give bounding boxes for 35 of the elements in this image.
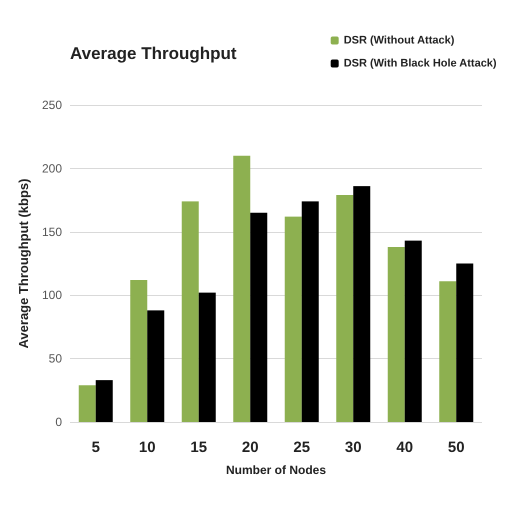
bar xyxy=(439,281,456,422)
legend-label: DSR (With Black Hole Attack) xyxy=(344,58,497,70)
bar xyxy=(284,216,302,422)
bar xyxy=(456,264,474,422)
x-tick-label: 5 xyxy=(92,439,100,456)
bar xyxy=(336,195,354,422)
bar xyxy=(130,280,148,422)
bar xyxy=(250,212,268,422)
bar xyxy=(388,247,405,422)
bar xyxy=(147,310,164,422)
bar xyxy=(96,380,113,422)
y-tick-label: 100 xyxy=(42,288,62,302)
y-tick-label: 150 xyxy=(42,224,62,239)
bar xyxy=(404,240,422,422)
bar xyxy=(353,186,370,422)
chart-title: Average Throughput xyxy=(70,44,237,63)
y-tick-label: 50 xyxy=(48,352,62,366)
bar xyxy=(233,156,250,422)
bar xyxy=(198,292,216,422)
y-axis-title: Average Throughput (kbps) xyxy=(16,178,31,348)
y-tick-label: 250 xyxy=(42,98,62,112)
y-tick-label: 0 xyxy=(55,415,62,429)
x-tick-label: 40 xyxy=(396,439,414,456)
x-tick-label: 50 xyxy=(448,439,465,456)
x-tick-label: 25 xyxy=(293,439,310,456)
bar xyxy=(302,201,319,422)
bar xyxy=(182,201,199,422)
y-tick-label: 200 xyxy=(42,161,62,176)
x-tick-label: 15 xyxy=(190,439,208,456)
x-tick-label: 30 xyxy=(344,439,362,456)
x-tick-label: 10 xyxy=(138,439,156,456)
legend-label: DSR (Without Attack) xyxy=(344,34,455,46)
bar xyxy=(78,385,96,422)
x-axis-title: Number of Nodes xyxy=(226,463,326,477)
x-tick-label: 20 xyxy=(242,439,259,456)
